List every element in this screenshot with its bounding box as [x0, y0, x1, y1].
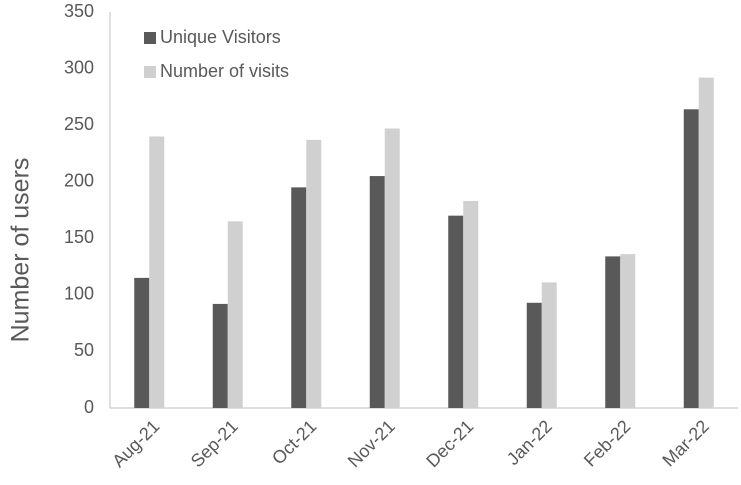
- bar: [134, 277, 150, 408]
- legend-swatch: [144, 32, 156, 44]
- x-tick-label: Aug-21: [108, 416, 163, 471]
- bar: [291, 187, 307, 408]
- y-tick-label: 350: [64, 1, 94, 21]
- legend-label: Number of visits: [160, 61, 289, 81]
- y-tick-label: 200: [64, 170, 94, 190]
- x-tick-label: Jan-22: [503, 416, 556, 469]
- bar: [463, 200, 479, 408]
- x-tick-label: Nov-21: [344, 416, 399, 471]
- legend-swatch: [144, 66, 156, 78]
- y-tick-label: 100: [64, 284, 94, 304]
- x-tick-label: Feb-22: [580, 416, 634, 470]
- bar: [683, 109, 699, 408]
- y-tick-label: 50: [74, 340, 94, 360]
- bar: [212, 303, 228, 408]
- y-tick-label: 300: [64, 57, 94, 77]
- y-tick-label: 250: [64, 114, 94, 134]
- y-tick-label: 0: [84, 397, 94, 417]
- bar: [620, 254, 636, 408]
- bar: [526, 302, 542, 408]
- x-tick-label: Sep-21: [187, 416, 242, 471]
- y-axis-label: Number of users: [7, 158, 35, 343]
- y-tick-label: 150: [64, 227, 94, 247]
- bar: [448, 215, 464, 408]
- x-tick-label: Mar-22: [658, 416, 712, 470]
- bar: [306, 139, 322, 408]
- legend-label: Unique Visitors: [160, 27, 281, 47]
- bar: [384, 128, 400, 408]
- bar: [149, 136, 165, 408]
- x-tick-label: Dec-21: [422, 416, 477, 471]
- bar: [369, 176, 385, 408]
- bar: [541, 282, 557, 408]
- x-tick-label: Oct-21: [268, 416, 320, 468]
- bar: [227, 221, 243, 408]
- bar: [698, 77, 714, 408]
- bar: [605, 256, 621, 408]
